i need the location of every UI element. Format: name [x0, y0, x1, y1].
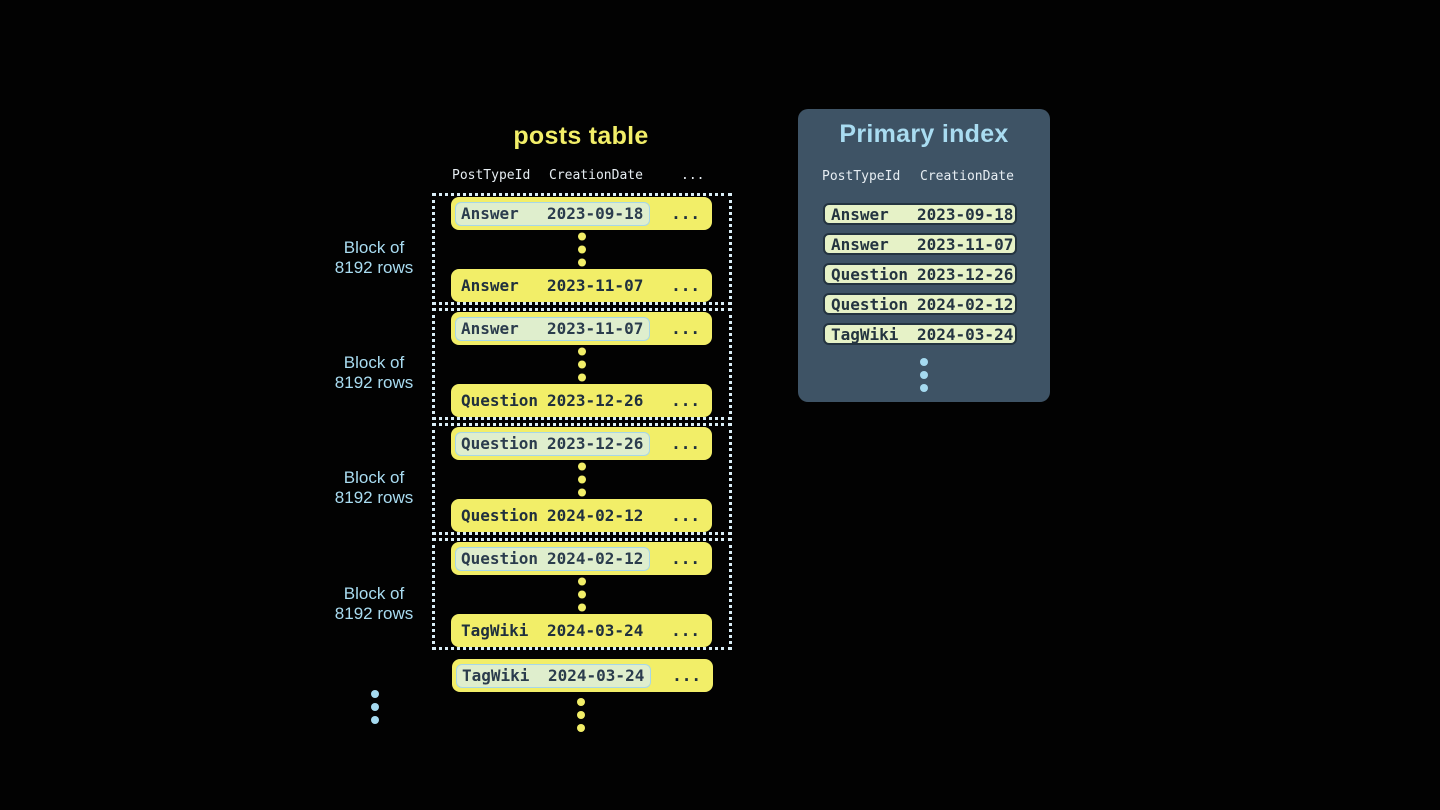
table-row-block2-first: Answer 2023-11-07 ... [451, 312, 712, 345]
posts-block-1: Answer 2023-09-18 ... Answer 2023-11-07 ..… [432, 193, 732, 305]
row-type: Answer [461, 319, 519, 338]
block-label-line1: Block of [343, 584, 405, 603]
indexed-row-highlight: Question 2023-12-26 [455, 431, 651, 456]
row-date: 2023-11-07 [917, 234, 1014, 254]
row-date: 2023-09-18 [917, 204, 1014, 224]
row-date: 2024-02-12 [547, 549, 644, 568]
block-label-line2: 8192 rows [334, 373, 414, 392]
row-type: TagWiki [831, 324, 899, 344]
row-date: 2023-12-26 [917, 264, 1014, 284]
row-date: 2024-03-24 [917, 324, 1014, 344]
posts-table-title: posts table [513, 122, 649, 150]
index-entry-4: Question 2024-02-12 [823, 293, 1017, 315]
row-date: 2023-12-26 [547, 391, 644, 410]
table-row-block4-first: Question 2024-02-12 ... [451, 542, 712, 575]
block-label-1: Block of 8192 rows [304, 238, 444, 278]
row-date: 2024-03-24 [548, 666, 645, 685]
row-date: 2024-02-12 [917, 294, 1014, 314]
index-entry-3: Question 2023-12-26 [823, 263, 1017, 285]
posts-block-3: Question 2023-12-26 ... Question 2024-02-1… [432, 423, 732, 535]
index-entry-2: Answer 2023-11-07 [823, 233, 1017, 255]
row-type: Question [461, 391, 539, 410]
posts-block-2: Answer 2023-11-07 ... Question 2023-12-26 … [432, 308, 732, 420]
vertical-ellipsis-dots [578, 345, 586, 384]
table-row-block3-last: Question 2024-02-12 ... [451, 499, 712, 532]
block-label-2: Block of 8192 rows [304, 353, 444, 393]
index-header-posttypeid: PostTypeId [822, 169, 901, 184]
row-ellipsis: ... [671, 319, 700, 338]
row-ellipsis: ... [672, 666, 701, 685]
row-date: 2023-11-07 [547, 319, 644, 338]
row-type: Answer [461, 276, 519, 295]
table-row-block4-last: TagWiki 2024-03-24 ... [451, 614, 712, 647]
row-ellipsis: ... [671, 621, 700, 640]
table-row-overflow: TagWiki 2024-03-24 ... [452, 659, 713, 692]
row-type: Question [461, 434, 539, 453]
block-label-line1: Block of [343, 353, 405, 372]
index-entry-5: TagWiki 2024-03-24 [823, 323, 1017, 345]
table-row-block1-last: Answer 2023-11-07 ... [451, 269, 712, 302]
vertical-ellipsis-dots [920, 355, 928, 394]
table-row-block3-first: Question 2023-12-26 ... [451, 427, 712, 460]
primary-index-title: Primary index [839, 120, 1009, 148]
row-ellipsis: ... [671, 391, 700, 410]
indexed-row-highlight: TagWiki 2024-03-24 [456, 663, 652, 688]
row-date: 2023-11-07 [547, 276, 644, 295]
block-label-line1: Block of [343, 238, 405, 257]
vertical-ellipsis-dots [578, 460, 586, 499]
row-date: 2024-03-24 [547, 621, 644, 640]
posts-header-posttypeid: PostTypeId [452, 168, 531, 183]
posts-header-ellipsis: ... [681, 168, 705, 183]
row-type: Answer [831, 234, 889, 254]
table-row-block2-last: Question 2023-12-26 ... [451, 384, 712, 417]
row-ellipsis: ... [671, 276, 700, 295]
block-label-line2: 8192 rows [334, 604, 414, 623]
block-label-3: Block of 8192 rows [304, 468, 444, 508]
table-row-block1-first: Answer 2023-09-18 ... [451, 197, 712, 230]
indexed-row-highlight: Answer 2023-11-07 [455, 316, 651, 341]
row-type: Answer [461, 204, 519, 223]
indexed-row-highlight: Answer 2023-09-18 [455, 201, 651, 226]
index-entry-1: Answer 2023-09-18 [823, 203, 1017, 225]
vertical-ellipsis-dots [577, 695, 585, 734]
vertical-ellipsis-dots [578, 230, 586, 269]
vertical-ellipsis-dots [371, 687, 379, 726]
row-date: 2024-02-12 [547, 506, 644, 525]
posts-block-4: Question 2024-02-12 ... TagWiki 2024-03-24… [432, 538, 732, 650]
block-label-4: Block of 8192 rows [304, 584, 444, 624]
block-label-line2: 8192 rows [334, 488, 414, 507]
posts-header-creationdate: CreationDate [549, 168, 643, 183]
row-ellipsis: ... [671, 204, 700, 223]
index-header-creationdate: CreationDate [920, 169, 1014, 184]
row-ellipsis: ... [671, 434, 700, 453]
primary-index-panel: Primary index PostTypeId CreationDate An… [798, 109, 1050, 402]
row-type: TagWiki [461, 621, 529, 640]
row-ellipsis: ... [671, 506, 700, 525]
row-type: TagWiki [462, 666, 530, 685]
row-type: Question [461, 549, 539, 568]
indexed-row-highlight: Question 2024-02-12 [455, 546, 651, 571]
row-date: 2023-09-18 [547, 204, 644, 223]
block-label-line1: Block of [343, 468, 405, 487]
row-type: Question [831, 294, 909, 314]
row-date: 2023-12-26 [547, 434, 644, 453]
block-label-line2: 8192 rows [334, 258, 414, 277]
row-type: Answer [831, 204, 889, 224]
row-type: Question [461, 506, 539, 525]
vertical-ellipsis-dots [578, 575, 586, 614]
row-type: Question [831, 264, 909, 284]
row-ellipsis: ... [671, 549, 700, 568]
